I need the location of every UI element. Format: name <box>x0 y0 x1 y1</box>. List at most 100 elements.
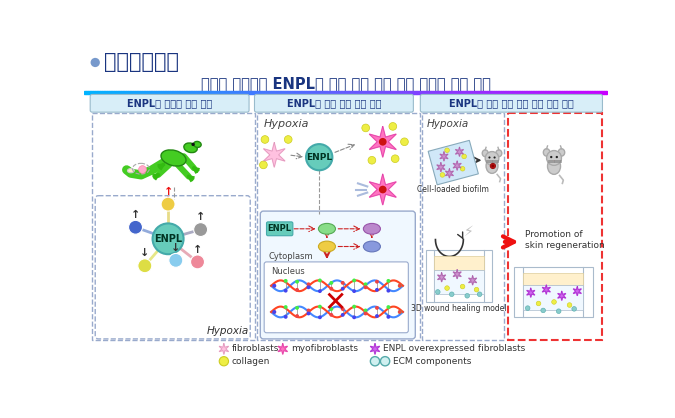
Bar <box>471 91 473 94</box>
Bar <box>562 91 564 94</box>
Polygon shape <box>428 140 479 185</box>
Bar <box>99 91 100 94</box>
Bar <box>323 91 325 94</box>
Bar <box>142 91 144 94</box>
Ellipse shape <box>363 241 381 252</box>
Circle shape <box>445 286 450 291</box>
Circle shape <box>477 292 482 296</box>
Text: ENPL의 재생 촉진 기전 규명: ENPL의 재생 촉진 기전 규명 <box>287 98 381 108</box>
Bar <box>585 91 587 94</box>
Circle shape <box>306 308 310 312</box>
Bar <box>581 91 583 94</box>
Text: Nucleus: Nucleus <box>271 267 305 275</box>
Ellipse shape <box>184 143 197 153</box>
Bar <box>229 91 231 94</box>
Ellipse shape <box>554 160 555 161</box>
Text: ↑: ↑ <box>131 210 140 220</box>
FancyBboxPatch shape <box>257 112 420 340</box>
Bar <box>569 91 571 94</box>
Bar <box>434 270 484 294</box>
Bar <box>410 91 412 94</box>
Circle shape <box>295 280 299 284</box>
Bar <box>503 91 505 94</box>
Bar <box>377 91 379 94</box>
Bar <box>505 91 506 94</box>
Bar <box>238 91 240 94</box>
Bar <box>543 91 545 94</box>
Circle shape <box>450 292 454 296</box>
Bar <box>464 91 466 94</box>
Bar <box>302 91 304 94</box>
Bar <box>417 91 419 94</box>
Bar <box>592 91 593 94</box>
Polygon shape <box>542 285 550 294</box>
Circle shape <box>284 305 288 309</box>
Bar <box>501 91 503 94</box>
Bar <box>333 91 335 94</box>
Circle shape <box>362 124 370 132</box>
Bar <box>494 91 496 94</box>
Bar <box>168 91 170 94</box>
Bar <box>435 91 437 94</box>
Circle shape <box>550 156 552 158</box>
Text: collagen: collagen <box>232 357 270 366</box>
Text: ↓: ↓ <box>171 243 180 253</box>
Bar <box>470 91 471 94</box>
Bar <box>456 91 458 94</box>
Bar <box>392 91 393 94</box>
Bar <box>133 91 135 94</box>
Bar <box>514 267 593 316</box>
Text: ENPL에 의한 피부 재생 촉진 효과 입증: ENPL에 의한 피부 재생 촉진 효과 입증 <box>449 98 574 108</box>
Bar <box>593 91 595 94</box>
Circle shape <box>556 309 561 314</box>
Circle shape <box>259 161 267 169</box>
Bar <box>224 91 225 94</box>
Bar <box>360 91 362 94</box>
Circle shape <box>341 313 345 317</box>
Circle shape <box>536 301 541 306</box>
Bar <box>487 91 489 94</box>
Polygon shape <box>437 163 445 172</box>
Bar <box>205 91 207 94</box>
Bar <box>372 91 374 94</box>
Bar <box>485 91 487 94</box>
Bar <box>243 91 245 94</box>
Bar <box>285 91 287 94</box>
Bar <box>124 91 126 94</box>
Text: Hypoxia: Hypoxia <box>427 119 469 129</box>
Bar <box>233 91 234 94</box>
Bar <box>489 91 491 94</box>
Bar <box>288 91 290 94</box>
Bar <box>429 91 431 94</box>
Bar <box>296 91 297 94</box>
Circle shape <box>381 357 389 366</box>
Polygon shape <box>440 152 448 161</box>
Bar <box>387 91 389 94</box>
Circle shape <box>489 156 491 158</box>
Ellipse shape <box>482 150 488 157</box>
Bar <box>159 91 161 94</box>
Bar <box>100 91 102 94</box>
Polygon shape <box>369 126 396 157</box>
Bar <box>252 91 254 94</box>
Circle shape <box>375 314 379 318</box>
Text: Hypoxia: Hypoxia <box>207 326 248 336</box>
Bar <box>527 91 529 94</box>
Bar <box>395 91 396 94</box>
Bar <box>583 91 585 94</box>
Circle shape <box>398 284 402 288</box>
Bar <box>346 91 348 94</box>
Bar <box>348 91 350 94</box>
Circle shape <box>465 293 470 298</box>
Circle shape <box>567 303 572 307</box>
Circle shape <box>398 310 402 314</box>
Circle shape <box>435 290 440 294</box>
FancyBboxPatch shape <box>423 112 504 340</box>
Circle shape <box>329 307 333 311</box>
FancyBboxPatch shape <box>254 94 413 112</box>
Circle shape <box>169 253 183 267</box>
Bar <box>572 91 574 94</box>
Polygon shape <box>369 174 396 205</box>
Bar <box>241 91 243 94</box>
Bar <box>389 91 391 94</box>
